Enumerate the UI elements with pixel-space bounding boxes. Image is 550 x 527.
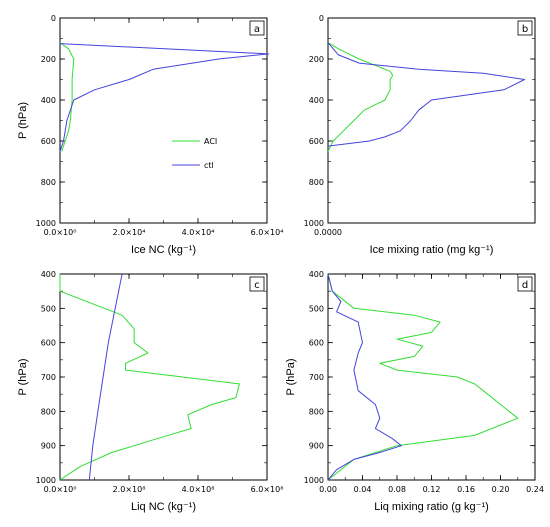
- y-tick-label: 800: [41, 407, 56, 416]
- x-axis-label: Liq NC (kg⁻¹): [131, 501, 196, 513]
- panel-letter: d: [522, 280, 528, 291]
- plot-frame: [327, 273, 536, 481]
- x-tick-label: 0.16: [457, 485, 475, 494]
- y-tick-label: 800: [309, 407, 324, 416]
- y-tick-label: 1000: [36, 219, 56, 228]
- y-tick-label: 900: [41, 442, 56, 451]
- x-tick-label: 6.0×10⁴: [251, 228, 284, 237]
- series-line-ctl: [88, 273, 123, 481]
- y-axis-label: P (hPa): [17, 358, 29, 395]
- y-tick-label: 1000: [304, 219, 324, 228]
- x-tick-label: 4.0×10⁸: [182, 485, 215, 494]
- y-tick-label: 200: [309, 55, 324, 64]
- y-tick-label: 700: [41, 373, 56, 382]
- series-line-aci: [327, 42, 394, 152]
- x-tick-label: 0.0×10⁰: [44, 485, 77, 494]
- panel-letter: c: [254, 280, 260, 291]
- series-line-aci: [59, 274, 240, 481]
- x-tick-label: 4.0×10⁴: [182, 228, 215, 237]
- y-tick-label: 500: [41, 304, 56, 313]
- x-axis-label: Ice mixing ratio (mg kg⁻¹): [370, 244, 494, 256]
- x-tick-label: 0.20: [492, 485, 510, 494]
- legend-label-aci: ACI: [204, 137, 217, 146]
- x-tick-label: 2.0×10⁴: [113, 228, 146, 237]
- y-tick-label: 400: [309, 270, 324, 279]
- y-tick-label: 700: [309, 373, 324, 382]
- y-tick-label: 600: [309, 339, 324, 348]
- y-tick-label: 0: [51, 14, 56, 23]
- series-line-aci: [59, 42, 75, 152]
- y-tick-label: 500: [309, 304, 324, 313]
- y-tick-label: 400: [41, 270, 56, 279]
- series-line-ctl: [327, 273, 402, 481]
- panel-letter: a: [254, 24, 260, 35]
- y-tick-label: 600: [41, 339, 56, 348]
- x-axis-label: Liq mixing ratio (g kg⁻¹): [374, 501, 489, 513]
- y-tick-label: 200: [41, 55, 56, 64]
- series-line-ctl: [59, 43, 270, 152]
- plot-frame: [327, 17, 536, 224]
- panel-letter-box: [517, 20, 533, 36]
- x-tick-label: 0.24: [526, 485, 544, 494]
- x-axis-label: Ice NC (kg⁻¹): [131, 244, 196, 256]
- x-tick-label: 6.0×10⁸: [251, 485, 284, 494]
- plot-frame: [59, 273, 268, 481]
- panel-letter: b: [522, 24, 528, 35]
- y-axis-label: P (hPa): [285, 358, 297, 395]
- x-tick-label: 0.00: [319, 485, 337, 494]
- panel-letter-box: [249, 20, 265, 36]
- x-tick-label: 2.0×10⁸: [113, 485, 146, 494]
- x-tick-label: 0.08: [388, 485, 406, 494]
- panel-letter-box: [249, 276, 265, 292]
- panel-letter-box: [517, 276, 533, 292]
- y-tick-label: 600: [309, 137, 324, 146]
- y-tick-label: 0: [319, 14, 324, 23]
- series-line-aci: [327, 273, 519, 481]
- y-tick-label: 400: [309, 96, 324, 105]
- y-tick-label: 1000: [304, 476, 324, 485]
- series-line-ctl: [327, 42, 526, 147]
- x-tick-label: 0.04: [354, 485, 372, 494]
- legend-label-ctl: ctl: [204, 161, 214, 170]
- y-tick-label: 800: [41, 178, 56, 187]
- y-tick-label: 800: [309, 178, 324, 187]
- y-tick-label: 1000: [36, 476, 56, 485]
- x-tick-label: 0.0×10⁰: [44, 228, 77, 237]
- x-tick-label: 0.0000: [314, 228, 342, 237]
- y-tick-label: 600: [41, 137, 56, 146]
- x-tick-label: 0.12: [423, 485, 441, 494]
- y-tick-label: 900: [309, 442, 324, 451]
- y-tick-label: 400: [41, 96, 56, 105]
- y-axis-label: P (hPa): [17, 102, 29, 139]
